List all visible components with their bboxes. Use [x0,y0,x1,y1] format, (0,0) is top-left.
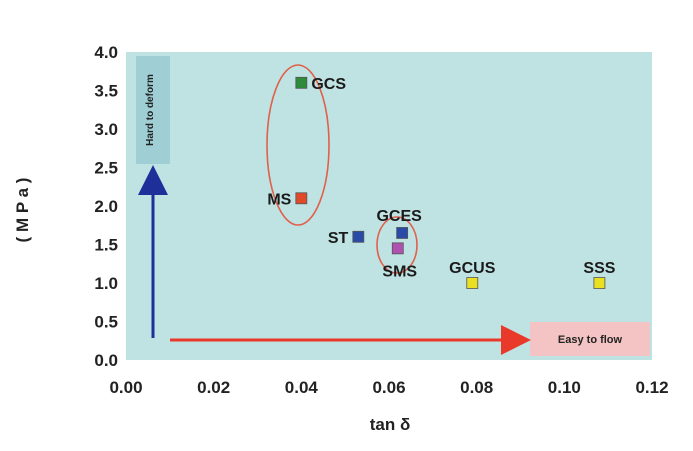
x-tick-label: 0.06 [372,378,405,397]
x-tick-label: 0.02 [197,378,230,397]
y-tick-label: 3.0 [94,120,118,139]
point-label-gces: GCES [376,208,422,225]
y-tick-label: 4.0 [94,43,118,62]
data-point-gces [396,227,409,239]
point-label-st: ST [328,230,349,247]
y-tick-label: 1.0 [94,274,118,293]
data-point-ms [295,192,308,205]
x-tick-label: 0.04 [285,378,319,397]
x-axis: 0.00 0.02 0.04 0.06 0.08 0.10 0.12 [109,378,668,397]
y-tick-label: 2.0 [94,197,118,216]
data-point-gcs [295,76,308,89]
data-point-st [352,230,365,243]
y-axis-label: ( M P a ) [13,178,32,243]
y-tick-label: 2.5 [94,159,118,178]
y-axis: 0.0 0.5 1.0 1.5 2.0 2.5 3.0 3.5 4.0 [94,43,118,370]
point-label-sms: SMS [382,263,417,280]
x-tick-label: 0.12 [635,378,668,397]
group-ellipse-gces-sms [376,216,418,274]
point-label-ms: MS [267,191,291,208]
hard-to-deform-label: Hard to deform [145,74,156,146]
y-tick-label: 3.5 [94,82,118,101]
easy-to-flow-label: Easy to flow [558,334,623,346]
data-point-sss [593,277,606,289]
plot-area [126,52,652,360]
x-tick-label: 0.08 [460,378,493,397]
data-points: GCS MS ST GCES SMS GCUS SSS [267,76,616,289]
x-axis-label: tan δ [370,415,411,434]
point-label-gcs: GCS [311,76,346,93]
point-label-gcus: GCUS [449,260,496,277]
x-tick-label: 0.00 [109,378,142,397]
point-label-sss: SSS [583,260,615,277]
data-point-gcus [466,277,479,289]
group-ellipse-gcs-ms [266,64,330,226]
data-point-sms [391,242,404,255]
y-tick-label: 1.5 [94,236,118,255]
easy-to-flow-box [530,322,650,356]
y-tick-label: 0.5 [94,313,118,332]
y-tick-label: 0.0 [94,351,118,370]
x-tick-label: 0.10 [548,378,581,397]
hard-to-deform-box [136,56,170,164]
